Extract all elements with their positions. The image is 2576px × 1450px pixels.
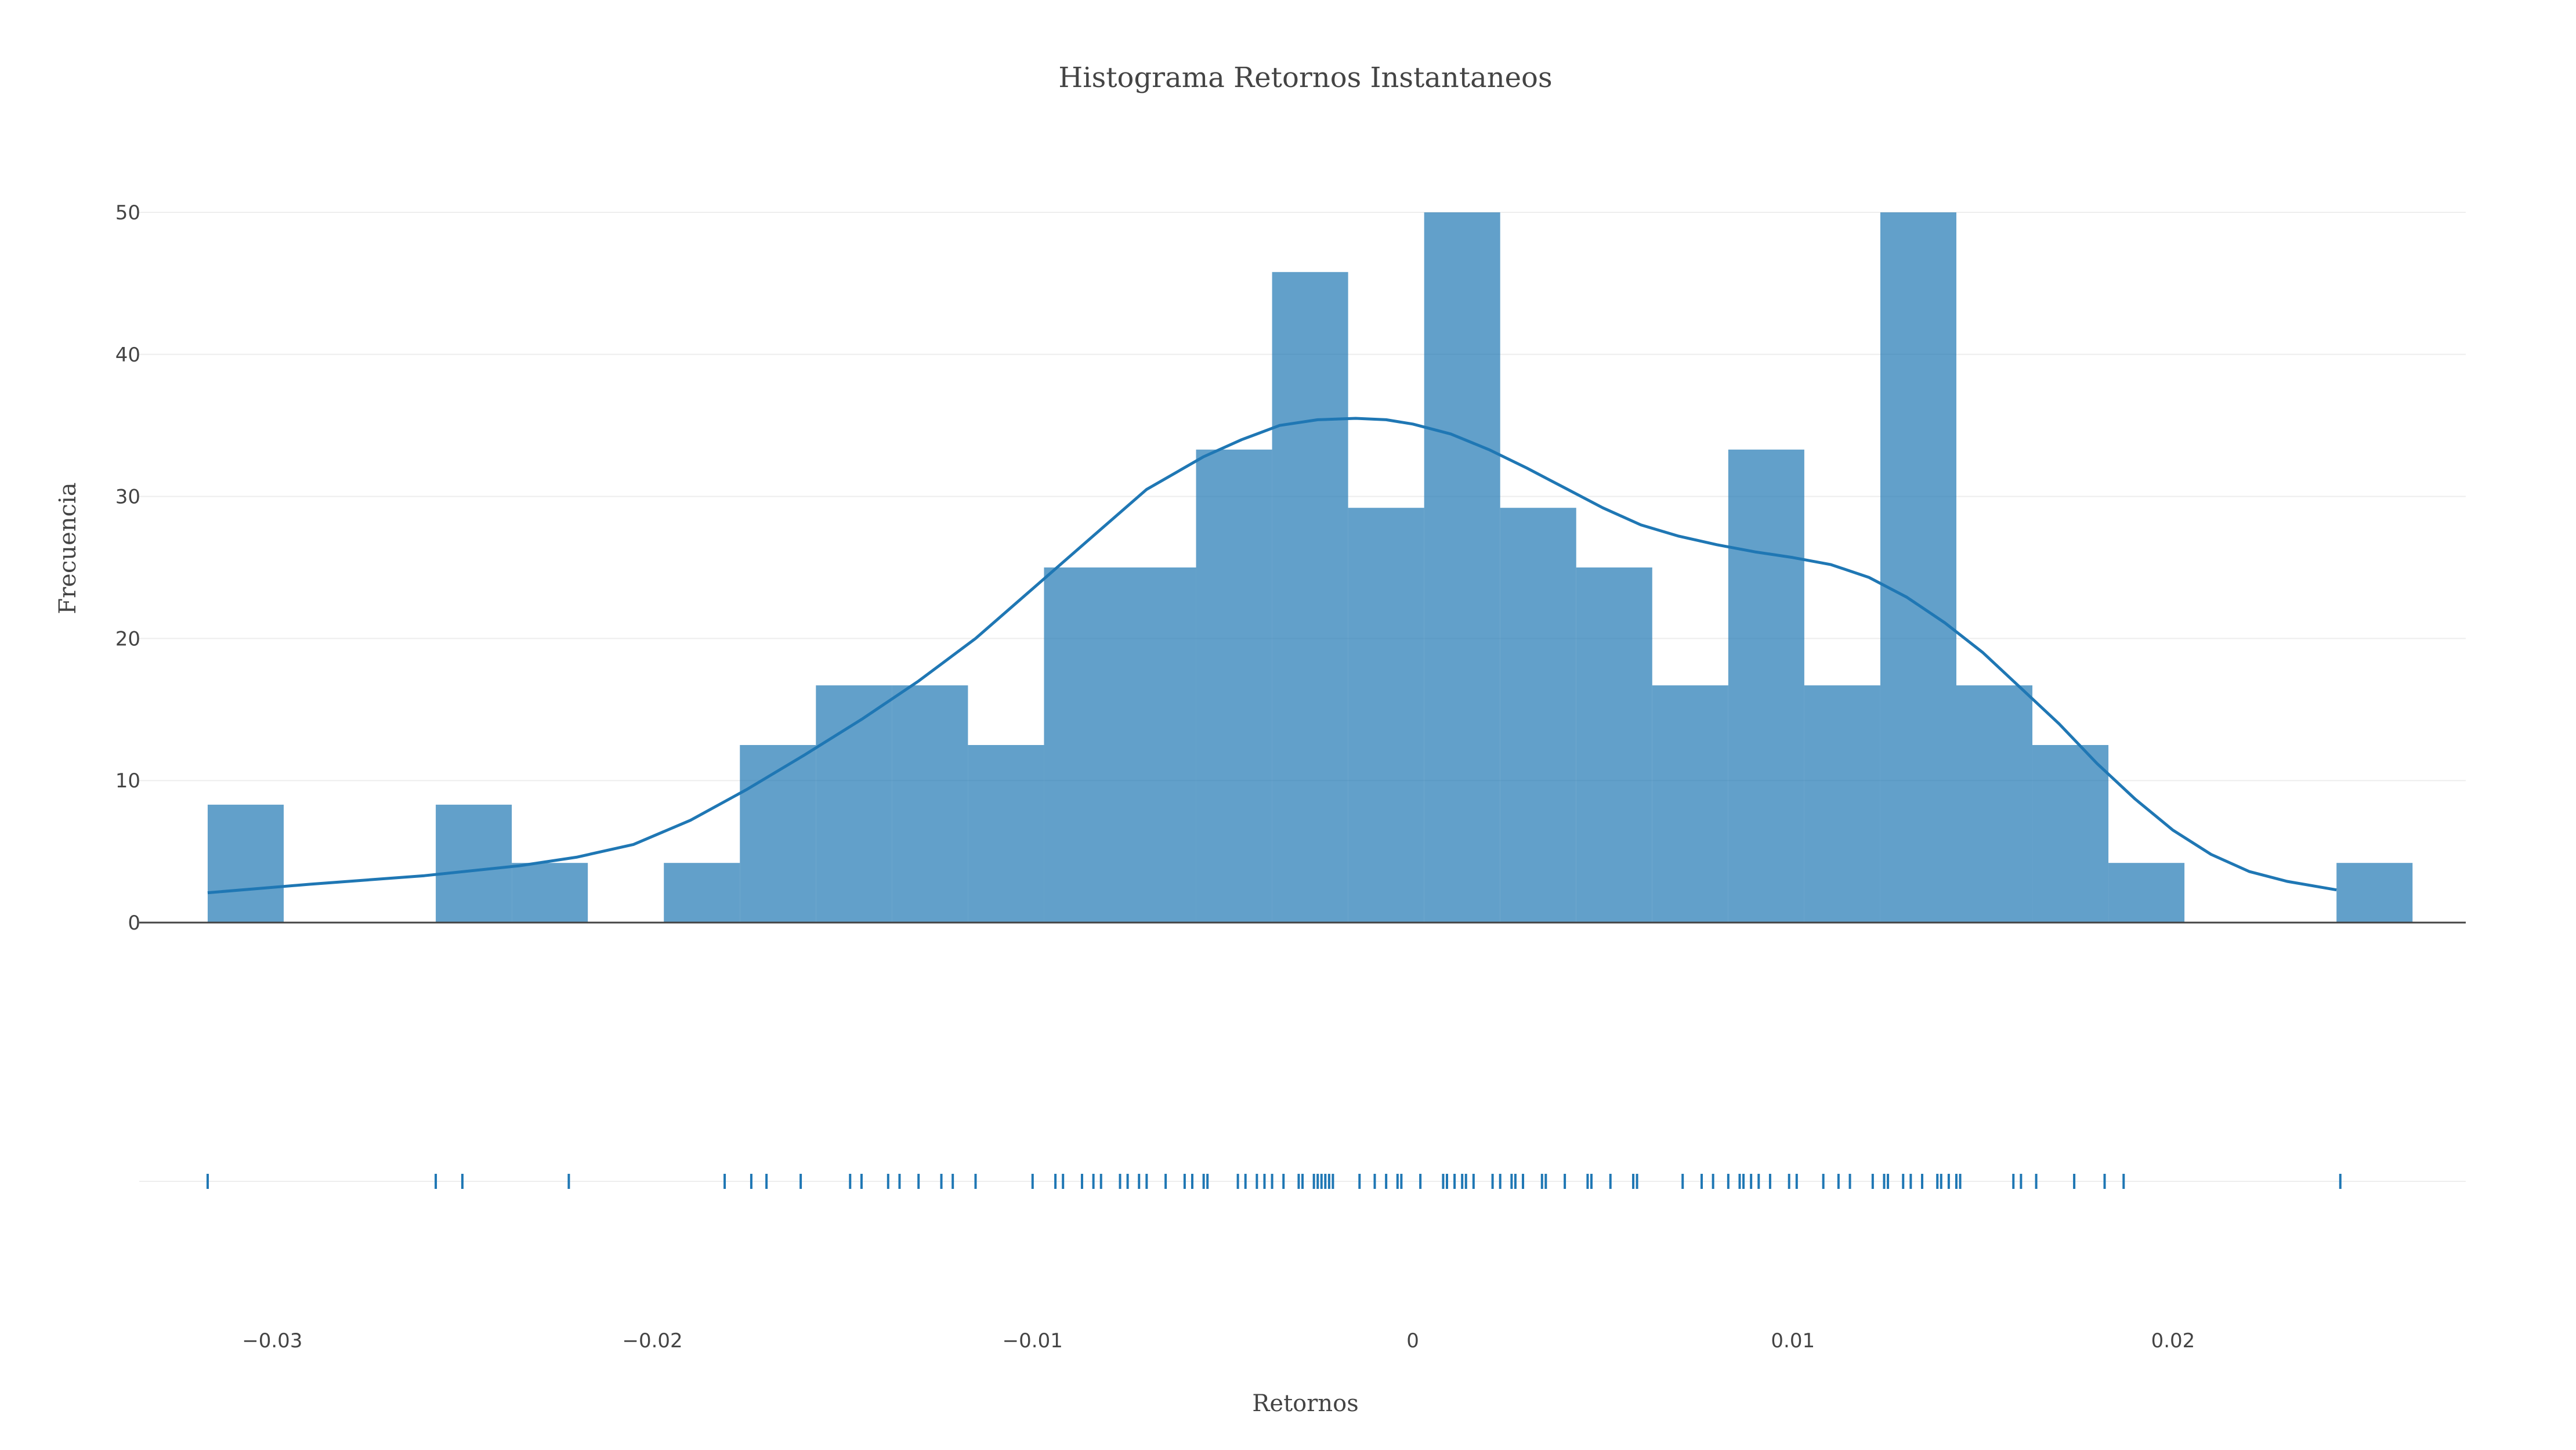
histogram-bar [436,804,512,923]
y-tick-labels: 0 10 20 30 40 50 [115,201,140,935]
x-tick-labels: −0.03 −0.02 −0.01 0 0.01 0.02 [242,1329,2195,1353]
y-axis-title: Frecuencia [55,482,81,614]
histogram-bar [1348,508,1424,923]
histogram-bar [2108,863,2185,923]
histogram-bar [968,745,1044,923]
x-tick-label: −0.01 [1003,1329,1063,1353]
histogram-bar [740,745,816,923]
x-tick-label: 0.02 [2151,1329,2195,1353]
density-curve [207,417,2337,895]
histogram-bar [1044,567,1120,923]
histogram-bar [1272,272,1348,923]
chart-title: Histograma Retornos Instantaneos [1058,62,1552,94]
histogram-bars [207,212,2413,923]
y-tick-label: 40 [115,343,140,367]
histogram-bar [1500,508,1576,923]
y-tick-label: 0 [128,912,140,935]
histogram-bar [1424,212,1500,923]
histogram-bar [892,685,968,923]
x-tick-label: 0 [1406,1329,1419,1353]
histogram-bar [1196,449,1272,923]
x-tick-label: −0.02 [622,1329,682,1353]
x-axis-title: Retornos [1252,1390,1358,1417]
histogram-bar [1956,685,2033,923]
histogram-bar [2336,863,2413,923]
histogram-bar [1576,567,1652,923]
y-tick-label: 50 [115,201,140,225]
x-tick-label: −0.03 [242,1329,302,1353]
histogram-bar [1652,685,1728,923]
x-tick-label: 0.01 [1771,1329,1815,1353]
histogram-bar [1880,212,1956,923]
histogram-bar [1804,685,1880,923]
rug-ticks [206,1174,2342,1189]
y-tick-label: 10 [115,769,140,793]
y-tick-label: 30 [115,486,140,509]
histogram-bar [1728,449,1804,923]
density-curve-layer [207,417,2337,895]
histogram-bar [664,863,740,923]
histogram-bar [816,685,892,923]
histogram-bar [1120,567,1196,923]
y-tick-label: 20 [115,627,140,650]
histogram-bar [512,863,588,923]
histogram-bar [2032,745,2109,923]
histogram-bar [207,804,284,923]
